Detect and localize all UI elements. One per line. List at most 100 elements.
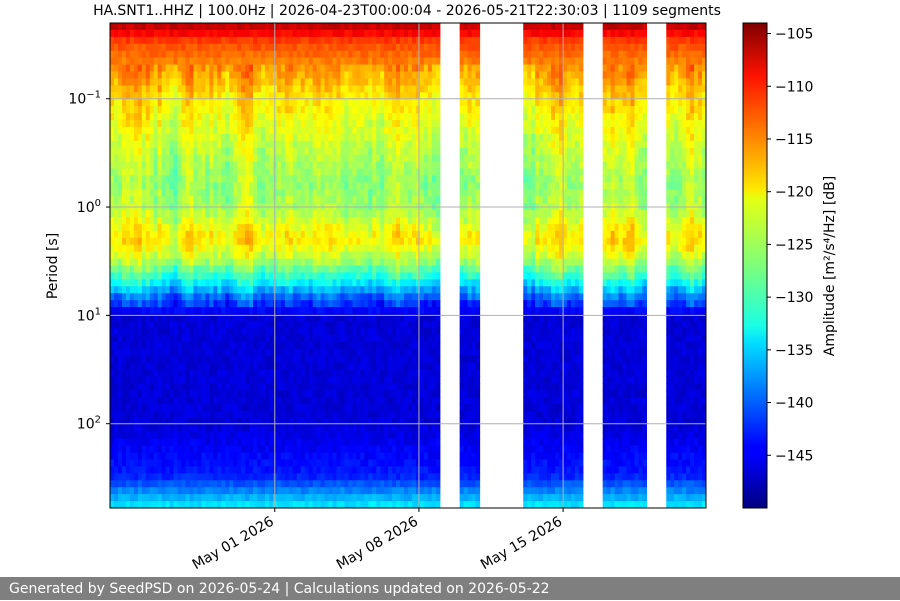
heatmap-cell [185, 92, 191, 100]
heatmap-cell [284, 217, 290, 225]
heatmap-cell [384, 431, 389, 440]
heatmap-cell [392, 36, 397, 45]
heatmap-cell [185, 424, 191, 433]
heatmap-cell [117, 341, 123, 350]
heatmap-cell [288, 230, 294, 239]
heatmap-cell [217, 126, 222, 135]
heatmap-cell [233, 36, 238, 45]
heatmap-cell [249, 466, 254, 474]
heatmap-cell [145, 376, 151, 384]
heatmap-cell [340, 23, 346, 31]
heatmap-cell [237, 480, 242, 488]
heatmap-cell [221, 36, 226, 45]
heatmap-cell [260, 133, 266, 142]
heatmap-cell [185, 487, 191, 495]
heatmap-cell [117, 459, 123, 468]
heatmap-cell [316, 279, 322, 287]
heatmap-cell [233, 397, 238, 405]
heatmap-cell [368, 154, 373, 163]
heatmap-cell [332, 431, 338, 440]
heatmap-cell [209, 50, 214, 59]
heatmap-cell [125, 189, 131, 197]
heatmap-cell [300, 64, 306, 73]
heatmap-cell [201, 327, 206, 336]
heatmap-cell [117, 279, 123, 287]
heatmap-cell [181, 445, 187, 454]
heatmap-cell [257, 383, 262, 391]
heatmap-cell [233, 78, 238, 86]
heatmap-cell [173, 265, 179, 274]
heatmap-cell [149, 36, 155, 45]
heatmap-cell [161, 424, 167, 433]
heatmap-cell [296, 71, 302, 80]
heatmap-cell [161, 217, 167, 225]
heatmap-cell [308, 210, 314, 218]
heatmap-cell [260, 487, 266, 495]
heatmap-cell [129, 473, 135, 481]
heatmap-cell [380, 286, 385, 294]
heatmap-cell [308, 445, 314, 454]
heatmap-cell [380, 487, 385, 495]
heatmap-cell [193, 438, 199, 447]
heatmap-cell [376, 133, 381, 142]
heatmap-cell [320, 404, 326, 412]
heatmap-cell [145, 133, 151, 142]
heatmap-cell [340, 244, 346, 253]
heatmap-cell [284, 348, 290, 357]
heatmap-cell [268, 390, 274, 398]
heatmap-cell [133, 397, 139, 405]
heatmap-cell [229, 473, 234, 481]
heatmap-cell [364, 383, 369, 391]
heatmap-cell [233, 300, 238, 308]
heatmap-cell [161, 376, 167, 384]
heatmap-cell [185, 133, 191, 142]
heatmap-cell [217, 369, 222, 377]
heatmap-cell [173, 383, 179, 391]
heatmap-cell [145, 307, 151, 315]
heatmap-cell [157, 411, 163, 419]
heatmap-cell [268, 223, 274, 232]
heatmap-cell [161, 466, 167, 474]
heatmap-cell [316, 189, 322, 197]
heatmap-cell [229, 487, 234, 495]
heatmap-cell [233, 113, 238, 121]
heatmap-cell [308, 196, 314, 204]
heatmap-cell [264, 501, 270, 508]
heatmap-cell [268, 92, 274, 100]
heatmap-cell [225, 168, 230, 177]
heatmap-cell [185, 348, 191, 357]
heatmap-cell [145, 279, 151, 287]
heatmap-cell [189, 106, 195, 114]
heatmap-cell [133, 286, 139, 294]
heatmap-cell [284, 182, 290, 190]
heatmap-cell [388, 244, 393, 253]
heatmap-cell [344, 175, 349, 183]
heatmap-cell [308, 320, 314, 329]
heatmap-cell [157, 29, 163, 38]
heatmap-cell [376, 376, 381, 384]
heatmap-cell [380, 78, 385, 86]
heatmap-cell [380, 272, 385, 280]
heatmap-cell [201, 487, 206, 495]
heatmap-cell [364, 431, 369, 440]
heatmap-cell [177, 438, 183, 447]
heatmap-cell [233, 355, 238, 364]
heatmap-cell [157, 23, 163, 31]
heatmap-cell [300, 327, 306, 336]
heatmap-cell [225, 71, 230, 80]
heatmap-cell [280, 438, 286, 447]
heatmap-cell [352, 369, 357, 377]
heatmap-cell [169, 334, 175, 343]
heatmap-cell [304, 78, 310, 86]
heatmap-cell [352, 501, 357, 508]
heatmap-cell [113, 210, 119, 218]
heatmap-cell [129, 71, 135, 80]
heatmap-cell [348, 348, 353, 357]
heatmap-cell [161, 237, 167, 246]
heatmap-cell [320, 230, 326, 239]
heatmap-cell [233, 411, 238, 419]
heatmap-cell [296, 390, 302, 398]
heatmap-cell [332, 327, 338, 336]
heatmap-cell [356, 452, 361, 461]
heatmap-cell [316, 320, 322, 329]
